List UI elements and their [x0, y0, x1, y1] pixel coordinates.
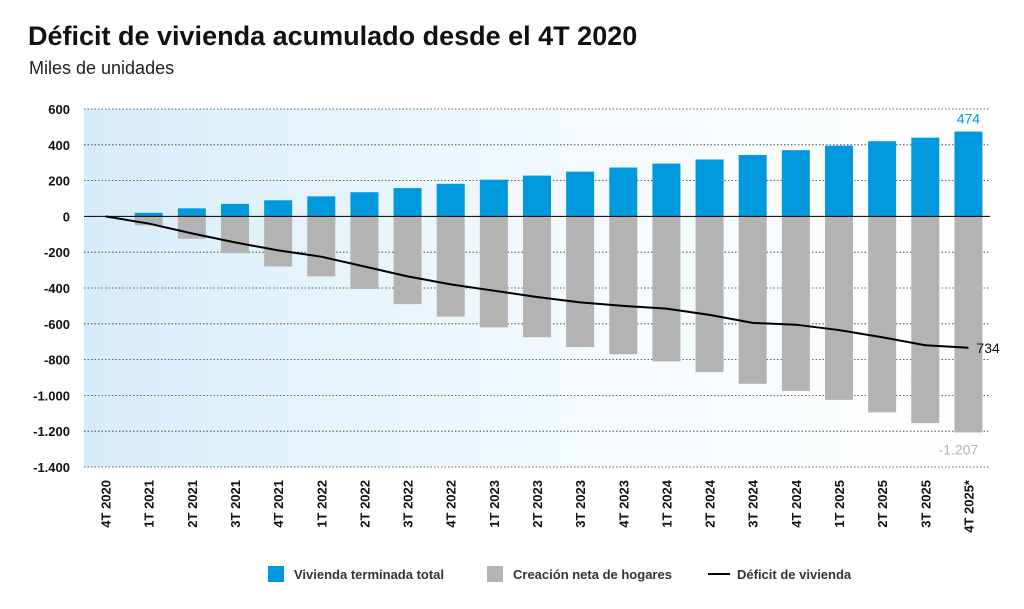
value-label: -1.207 — [939, 441, 979, 457]
y-tick-label: 600 — [48, 102, 70, 117]
bar — [523, 175, 551, 217]
value-label: 474 — [957, 111, 981, 127]
x-tick-label: 1T 2021 — [142, 480, 157, 528]
x-tick-label: 3T 2021 — [228, 480, 243, 528]
bar — [566, 171, 595, 217]
y-tick-label: -1.400 — [33, 460, 70, 475]
bar — [911, 216, 940, 424]
bar — [695, 216, 724, 373]
bar — [911, 137, 940, 217]
bar — [609, 167, 638, 217]
y-tick-label: 400 — [48, 138, 70, 153]
x-tick-label: 4T 2024 — [789, 479, 804, 527]
bar — [479, 179, 508, 217]
x-tick-label: 1T 2023 — [487, 480, 502, 528]
bar — [868, 216, 897, 413]
y-tick-label: -800 — [44, 353, 70, 368]
bar — [264, 200, 293, 217]
legend-label: Déficit de vivienda — [737, 567, 852, 582]
y-tick-label: -600 — [44, 317, 70, 332]
x-tick-label: 3T 2024 — [746, 479, 761, 527]
bar — [307, 216, 336, 277]
x-tick-label: 4T 2025* — [961, 479, 976, 533]
bar — [134, 216, 163, 226]
bar — [307, 196, 336, 217]
bar — [350, 216, 379, 289]
y-tick-label: -400 — [44, 281, 70, 296]
line — [105, 215, 969, 349]
y-tick-label: 200 — [48, 174, 70, 189]
bar — [954, 216, 983, 433]
bar — [523, 216, 551, 338]
x-tick-label: 2T 2021 — [185, 480, 200, 528]
y-tick-label: -1.000 — [33, 388, 70, 403]
legend-label: Vivienda terminada total — [294, 567, 444, 582]
y-tick-label: -1.200 — [33, 424, 70, 439]
x-tick-label: 1T 2022 — [314, 480, 329, 528]
bar — [652, 163, 681, 217]
bar — [221, 216, 249, 254]
bar — [436, 183, 465, 217]
bar — [781, 216, 810, 391]
x-tick-label: 1T 2025 — [832, 480, 847, 528]
bar — [436, 216, 465, 317]
x-tick-label: 4T 2023 — [616, 480, 631, 528]
bar — [393, 188, 422, 217]
bar — [738, 216, 767, 384]
x-tick-label: 1T 2024 — [659, 479, 674, 527]
bar — [393, 216, 422, 305]
bar — [738, 155, 767, 217]
bar — [479, 216, 508, 328]
y-tick-label: -200 — [44, 245, 70, 260]
legend-swatch — [487, 566, 503, 582]
x-tick-label: 4T 2022 — [444, 480, 459, 528]
x-tick-label: 4T 2021 — [271, 480, 286, 528]
x-tick-label: 2T 2025 — [875, 480, 890, 528]
x-tick-label: 4T 2020 — [99, 480, 114, 528]
legend-swatch — [268, 566, 284, 582]
bar — [652, 216, 681, 362]
x-tick-label: 2T 2024 — [703, 479, 718, 527]
bar — [134, 212, 163, 217]
bar — [695, 159, 724, 217]
bar — [868, 141, 897, 217]
bar — [221, 203, 249, 217]
bar — [825, 145, 853, 217]
chart-title: Déficit de vivienda acumulado desde el 4… — [28, 21, 637, 51]
bar — [825, 216, 853, 400]
y-tick-label: 0 — [63, 209, 70, 224]
x-tick-label: 3T 2023 — [573, 480, 588, 528]
bar — [177, 216, 206, 239]
value-label: 734 — [976, 340, 1000, 356]
x-tick-label: 2T 2022 — [357, 480, 372, 528]
x-tick-label: 3T 2025 — [918, 480, 933, 528]
x-tick-label: 2T 2023 — [530, 480, 545, 528]
bar — [954, 131, 983, 217]
bar — [264, 216, 293, 267]
bar — [350, 192, 379, 217]
bar — [609, 216, 638, 355]
bar — [566, 216, 595, 348]
legend-label: Creación neta de hogares — [513, 567, 672, 582]
bar — [781, 150, 810, 217]
x-tick-label: 3T 2022 — [401, 480, 416, 528]
bar — [177, 208, 206, 217]
chart-subtitle: Miles de unidades — [29, 58, 174, 78]
